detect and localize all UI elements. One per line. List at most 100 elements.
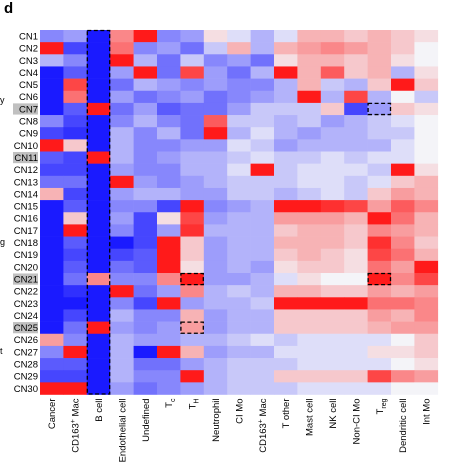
heatmap-cell-CN1-col7 xyxy=(180,30,205,43)
heatmap-cell-CN28-col13 xyxy=(320,358,345,371)
heatmap-cell-CN7-col15 xyxy=(367,102,392,116)
heatmap-cell-CN3-col5 xyxy=(133,54,158,67)
heatmap-cell-CN26-col16 xyxy=(391,333,415,347)
row-label-CN23: CN23 xyxy=(14,299,38,310)
heatmap-cell-CN12-col6 xyxy=(157,163,181,177)
heatmap-cell-CN26-col12 xyxy=(297,333,322,347)
heatmap-cell-CN24-col15 xyxy=(367,309,392,322)
row-label-CN9: CN9 xyxy=(19,129,38,140)
heatmap-cell-CN24-col14 xyxy=(344,309,368,322)
heatmap-cell-CN21-col1 xyxy=(40,273,64,286)
row-label-CN4: CN4 xyxy=(19,68,38,79)
heatmap-cell-CN9-col6 xyxy=(157,127,181,140)
heatmap-cell-CN26-col2 xyxy=(63,333,88,347)
heatmap-cell-CN27-col17 xyxy=(414,345,439,359)
heatmap-cell-CN18-col14 xyxy=(344,236,368,249)
heatmap-cell-CN10-col3 xyxy=(86,139,111,152)
row-label-CN8: CN8 xyxy=(19,117,38,128)
heatmap-cell-CN18-col15 xyxy=(367,236,392,249)
heatmap-cell-CN21-col11 xyxy=(274,273,298,286)
heatmap-cell-CN4-col3 xyxy=(86,66,111,79)
heatmap-cell-CN23-col8 xyxy=(203,297,228,310)
heatmap-cell-CN8-col15 xyxy=(367,115,392,128)
heatmap-cell-CN8-col16 xyxy=(391,115,415,128)
heatmap-cell-CN22-col16 xyxy=(391,285,415,298)
heatmap-cell-CN15-col12 xyxy=(297,200,322,213)
heatmap-cell-CN12-col17 xyxy=(414,163,439,177)
heatmap-cell-CN16-col3 xyxy=(86,212,111,225)
heatmap-cell-CN3-col2 xyxy=(63,54,88,67)
heatmap-cell-CN8-col17 xyxy=(414,115,439,128)
heatmap-cell-CN21-col5 xyxy=(133,273,158,286)
heatmap-cell-CN2-col4 xyxy=(110,42,134,55)
column-label-5: Undefined xyxy=(141,399,152,442)
column-label-6: Tc xyxy=(164,398,177,408)
heatmap-cell-CN14-col17 xyxy=(414,187,439,201)
row-label-CN7: CN7 xyxy=(19,104,38,115)
heatmap-cell-CN7-col12 xyxy=(297,102,322,116)
heatmap-cell-CN26-col1 xyxy=(40,333,64,347)
heatmap-cell-CN27-col8 xyxy=(203,345,228,359)
heatmap-cell-CN16-col10 xyxy=(250,212,275,225)
heatmap-cell-CN11-col16 xyxy=(391,151,415,164)
row-label-CN2: CN2 xyxy=(19,44,38,55)
heatmap-cell-CN14-col15 xyxy=(367,187,392,201)
heatmap-cell-CN21-col17 xyxy=(414,273,439,286)
heatmap-cell-CN11-col6 xyxy=(157,151,181,164)
row-label-CN10: CN10 xyxy=(14,141,38,152)
heatmap-cell-CN28-col15 xyxy=(367,358,392,371)
heatmap-cell-CN18-col7 xyxy=(180,236,205,249)
heatmap-cell-CN14-col2 xyxy=(63,187,88,201)
heatmap-cell-CN17-col6 xyxy=(157,224,181,237)
heatmap-cell-CN5-col4 xyxy=(110,78,134,92)
heatmap-cell-CN5-col14 xyxy=(344,78,368,92)
heatmap-cell-CN6-col12 xyxy=(297,90,322,104)
heatmap-cell-CN26-col15 xyxy=(367,333,392,347)
heatmap-cell-CN27-col11 xyxy=(274,345,298,359)
heatmap-cell-CN2-col1 xyxy=(40,42,64,55)
heatmap-cell-CN25-col4 xyxy=(110,321,134,335)
heatmap-cell-CN15-col4 xyxy=(110,200,134,213)
heatmap-cell-CN9-col2 xyxy=(63,127,88,140)
heatmap-cell-CN13-col1 xyxy=(40,175,64,189)
heatmap-cell-CN26-col8 xyxy=(203,333,228,347)
heatmap-cell-CN1-col10 xyxy=(250,30,275,43)
heatmap-cell-CN7-col1 xyxy=(40,102,64,116)
heatmap-cell-CN5-col7 xyxy=(180,78,205,92)
heatmap-cell-CN3-col14 xyxy=(344,54,368,67)
heatmap-cell-CN15-col11 xyxy=(274,200,298,213)
heatmap-cell-CN27-col3 xyxy=(86,345,111,359)
heatmap-cell-CN27-col7 xyxy=(180,345,205,359)
heatmap-cell-CN29-col12 xyxy=(297,370,322,383)
heatmap-cell-CN12-col12 xyxy=(297,163,322,177)
row-label-CN13: CN13 xyxy=(14,177,38,188)
heatmap-cell-CN25-col2 xyxy=(63,321,88,335)
dashed-highlights xyxy=(86,29,392,395)
heatmap-cell-CN9-col10 xyxy=(250,127,275,140)
heatmap-cell-CN9-col5 xyxy=(133,127,158,140)
heatmap-cell-CN14-col12 xyxy=(297,187,322,201)
heatmap-cell-CN23-col16 xyxy=(391,297,415,310)
heatmap-cell-CN28-col16 xyxy=(391,358,415,371)
heatmap-cell-CN4-col16 xyxy=(391,66,415,79)
heatmap-cell-CN25-col11 xyxy=(274,321,298,335)
heatmap-cell-CN6-col9 xyxy=(227,90,251,104)
heatmap-cell-CN19-col10 xyxy=(250,248,275,262)
heatmap-cell-CN7-col17 xyxy=(414,102,439,116)
heatmap-cell-CN9-col16 xyxy=(391,127,415,140)
heatmap-cell-CN24-col13 xyxy=(320,309,345,322)
heatmap-cell-CN30-col6 xyxy=(157,382,181,395)
heatmap-cell-CN21-col15 xyxy=(367,273,392,286)
heatmap-cell-CN27-col16 xyxy=(391,345,415,359)
heatmap-cell-CN20-col10 xyxy=(250,260,275,274)
heatmap-cell-CN17-col9 xyxy=(227,224,251,237)
heatmap-cell-CN29-col8 xyxy=(203,370,228,383)
heatmap-cell-CN28-col11 xyxy=(274,358,298,371)
heatmap-cell-CN18-col12 xyxy=(297,236,322,249)
column-label-11: T other xyxy=(281,399,292,429)
heatmap-cell-CN8-col4 xyxy=(110,115,134,128)
column-label-14: Non-CI Mo xyxy=(351,399,362,445)
row-label-CN24: CN24 xyxy=(14,311,38,322)
heatmap-cell-CN26-col4 xyxy=(110,333,134,347)
heatmap-cell-CN10-col14 xyxy=(344,139,368,152)
